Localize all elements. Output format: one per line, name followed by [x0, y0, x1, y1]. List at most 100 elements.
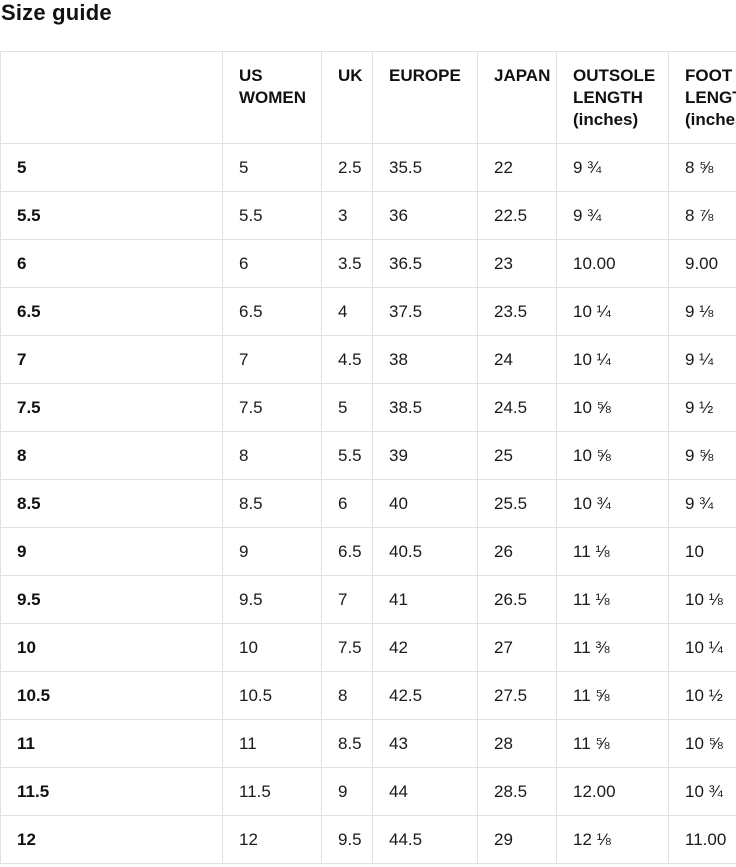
cell-foot-length: 9.00 [668, 239, 736, 288]
row-label: 11.5 [0, 767, 223, 816]
table-row: 10.5 10.5 8 42.5 27.5 11 ⅝ 10 ½ [0, 671, 736, 720]
cell-foot-length: 9 ⅛ [668, 287, 736, 336]
row-label: 7.5 [0, 383, 223, 432]
header-cell-uk: UK [321, 51, 373, 144]
row-label: 5.5 [0, 191, 223, 240]
cell-europe: 36 [372, 191, 478, 240]
row-label: 10.5 [0, 671, 223, 720]
cell-foot-length: 10 ¼ [668, 623, 736, 672]
cell-us-women: 12 [222, 815, 322, 864]
cell-uk: 9 [321, 767, 373, 816]
cell-japan: 28 [477, 719, 557, 768]
cell-europe: 38.5 [372, 383, 478, 432]
cell-uk: 8 [321, 671, 373, 720]
header-cell-foot-length: FOOT LENGTH (inches) [668, 51, 736, 144]
cell-europe: 39 [372, 431, 478, 480]
row-label: 6.5 [0, 287, 223, 336]
cell-foot-length: 8 ⅞ [668, 191, 736, 240]
cell-us-women: 11 [222, 719, 322, 768]
table-row: 8.5 8.5 6 40 25.5 10 ¾ 9 ¾ [0, 479, 736, 528]
cell-us-women: 7.5 [222, 383, 322, 432]
cell-outsole-length: 11 ⅛ [556, 575, 669, 624]
cell-outsole-length: 11 ⅜ [556, 623, 669, 672]
cell-foot-length: 10 ⅛ [668, 575, 736, 624]
header-cell-us-women: US WOMEN [222, 51, 322, 144]
cell-uk: 6 [321, 479, 373, 528]
cell-japan: 23 [477, 239, 557, 288]
header-cell-outsole-length: OUTSOLE LENGTH (inches) [556, 51, 669, 144]
row-label: 8 [0, 431, 223, 480]
cell-outsole-length: 10 ⅝ [556, 431, 669, 480]
cell-us-women: 10.5 [222, 671, 322, 720]
cell-us-women: 5.5 [222, 191, 322, 240]
table-row: 6.5 6.5 4 37.5 23.5 10 ¼ 9 ⅛ [0, 287, 736, 336]
header-cell-europe: EUROPE [372, 51, 478, 144]
cell-outsole-length: 12 ⅛ [556, 815, 669, 864]
cell-europe: 35.5 [372, 143, 478, 192]
cell-europe: 44.5 [372, 815, 478, 864]
cell-us-women: 8 [222, 431, 322, 480]
cell-europe: 41 [372, 575, 478, 624]
cell-outsole-length: 11 ⅝ [556, 719, 669, 768]
cell-europe: 40 [372, 479, 478, 528]
cell-japan: 23.5 [477, 287, 557, 336]
cell-japan: 27 [477, 623, 557, 672]
table-row: 5.5 5.5 3 36 22.5 9 ¾ 8 ⅞ [0, 191, 736, 240]
row-label: 7 [0, 335, 223, 384]
cell-outsole-length: 12.00 [556, 767, 669, 816]
table-row: 12 12 9.5 44.5 29 12 ⅛ 11.00 [0, 815, 736, 864]
table-row: 5 5 2.5 35.5 22 9 ¾ 8 ⅝ [0, 143, 736, 192]
row-label: 8.5 [0, 479, 223, 528]
cell-us-women: 7 [222, 335, 322, 384]
header-cell-japan: JAPAN [477, 51, 557, 144]
row-label: 9.5 [0, 575, 223, 624]
cell-foot-length: 9 ⅝ [668, 431, 736, 480]
cell-us-women: 9 [222, 527, 322, 576]
table-row: 6 6 3.5 36.5 23 10.00 9.00 [0, 239, 736, 288]
cell-us-women: 8.5 [222, 479, 322, 528]
table-row: 10 10 7.5 42 27 11 ⅜ 10 ¼ [0, 623, 736, 672]
cell-uk: 8.5 [321, 719, 373, 768]
cell-us-women: 6 [222, 239, 322, 288]
cell-outsole-length: 10 ⅝ [556, 383, 669, 432]
cell-foot-length: 10 ¾ [668, 767, 736, 816]
cell-uk: 7.5 [321, 623, 373, 672]
cell-foot-length: 9 ¾ [668, 479, 736, 528]
table-row: 11 11 8.5 43 28 11 ⅝ 10 ⅝ [0, 719, 736, 768]
cell-uk: 6.5 [321, 527, 373, 576]
cell-us-women: 5 [222, 143, 322, 192]
cell-japan: 25.5 [477, 479, 557, 528]
cell-europe: 38 [372, 335, 478, 384]
cell-europe: 44 [372, 767, 478, 816]
cell-japan: 28.5 [477, 767, 557, 816]
cell-uk: 7 [321, 575, 373, 624]
cell-japan: 24.5 [477, 383, 557, 432]
cell-foot-length: 11.00 [668, 815, 736, 864]
cell-uk: 2.5 [321, 143, 373, 192]
row-label: 9 [0, 527, 223, 576]
header-cell-empty [0, 51, 223, 144]
size-guide-table: US WOMEN UK EUROPE JAPAN OUTSOLE LENGTH … [0, 51, 736, 864]
cell-outsole-length: 9 ¾ [556, 143, 669, 192]
cell-europe: 37.5 [372, 287, 478, 336]
table-row: 9 9 6.5 40.5 26 11 ⅛ 10 [0, 527, 736, 576]
cell-japan: 24 [477, 335, 557, 384]
cell-foot-length: 10 ⅝ [668, 719, 736, 768]
cell-japan: 26.5 [477, 575, 557, 624]
cell-us-women: 11.5 [222, 767, 322, 816]
cell-outsole-length: 10 ¾ [556, 479, 669, 528]
cell-uk: 3.5 [321, 239, 373, 288]
row-label: 6 [0, 239, 223, 288]
cell-foot-length: 9 ¼ [668, 335, 736, 384]
row-label: 11 [0, 719, 223, 768]
cell-foot-length: 10 ½ [668, 671, 736, 720]
cell-outsole-length: 10.00 [556, 239, 669, 288]
cell-outsole-length: 11 ⅛ [556, 527, 669, 576]
cell-europe: 42.5 [372, 671, 478, 720]
cell-us-women: 9.5 [222, 575, 322, 624]
cell-us-women: 10 [222, 623, 322, 672]
header-row: US WOMEN UK EUROPE JAPAN OUTSOLE LENGTH … [0, 51, 736, 144]
cell-uk: 3 [321, 191, 373, 240]
cell-uk: 5.5 [321, 431, 373, 480]
cell-outsole-length: 10 ¼ [556, 287, 669, 336]
